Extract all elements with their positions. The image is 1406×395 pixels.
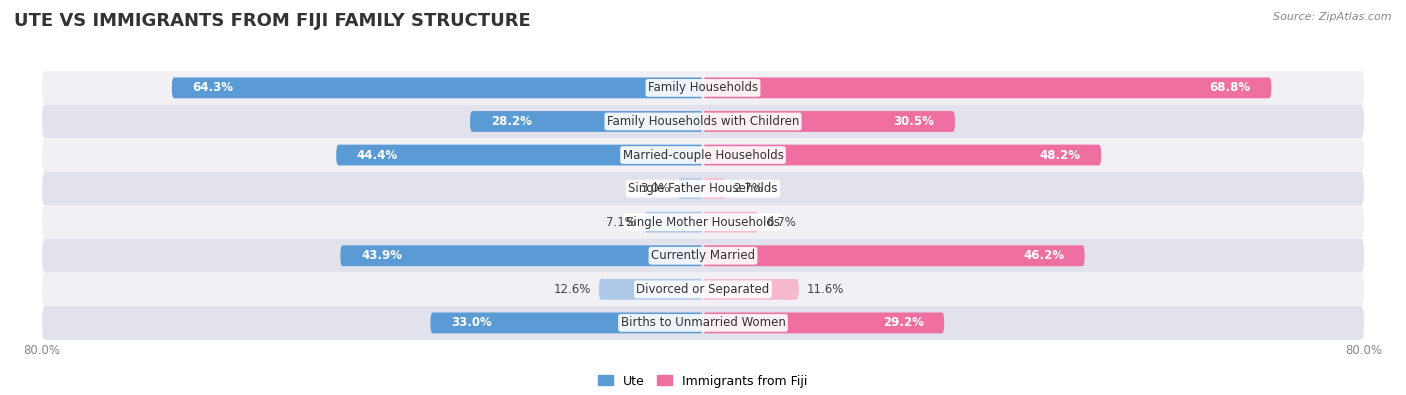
Text: 29.2%: 29.2% bbox=[883, 316, 924, 329]
Text: 6.7%: 6.7% bbox=[766, 216, 796, 229]
FancyBboxPatch shape bbox=[336, 145, 703, 166]
Text: UTE VS IMMIGRANTS FROM FIJI FAMILY STRUCTURE: UTE VS IMMIGRANTS FROM FIJI FAMILY STRUC… bbox=[14, 12, 531, 30]
FancyBboxPatch shape bbox=[42, 138, 1364, 172]
Text: Family Households: Family Households bbox=[648, 81, 758, 94]
Text: 12.6%: 12.6% bbox=[554, 283, 591, 296]
FancyBboxPatch shape bbox=[430, 312, 703, 333]
Text: Married-couple Households: Married-couple Households bbox=[623, 149, 783, 162]
FancyBboxPatch shape bbox=[42, 205, 1364, 239]
FancyBboxPatch shape bbox=[42, 71, 1364, 105]
Text: 33.0%: 33.0% bbox=[451, 316, 492, 329]
Text: Single Father Households: Single Father Households bbox=[628, 182, 778, 195]
Text: 7.1%: 7.1% bbox=[606, 216, 636, 229]
Text: 11.6%: 11.6% bbox=[807, 283, 845, 296]
FancyBboxPatch shape bbox=[42, 239, 1364, 273]
Text: 64.3%: 64.3% bbox=[193, 81, 233, 94]
FancyBboxPatch shape bbox=[703, 312, 945, 333]
FancyBboxPatch shape bbox=[644, 212, 703, 233]
FancyBboxPatch shape bbox=[703, 111, 955, 132]
Text: 3.0%: 3.0% bbox=[640, 182, 669, 195]
FancyBboxPatch shape bbox=[703, 212, 758, 233]
FancyBboxPatch shape bbox=[172, 77, 703, 98]
FancyBboxPatch shape bbox=[703, 178, 725, 199]
Text: 68.8%: 68.8% bbox=[1209, 81, 1251, 94]
FancyBboxPatch shape bbox=[42, 273, 1364, 306]
FancyBboxPatch shape bbox=[678, 178, 703, 199]
Legend: Ute, Immigrants from Fiji: Ute, Immigrants from Fiji bbox=[593, 370, 813, 393]
FancyBboxPatch shape bbox=[703, 245, 1084, 266]
Text: Births to Unmarried Women: Births to Unmarried Women bbox=[620, 316, 786, 329]
FancyBboxPatch shape bbox=[703, 145, 1101, 166]
FancyBboxPatch shape bbox=[340, 245, 703, 266]
FancyBboxPatch shape bbox=[470, 111, 703, 132]
Text: 28.2%: 28.2% bbox=[491, 115, 531, 128]
Text: 48.2%: 48.2% bbox=[1039, 149, 1080, 162]
Text: 30.5%: 30.5% bbox=[893, 115, 934, 128]
FancyBboxPatch shape bbox=[42, 105, 1364, 138]
Text: Single Mother Households: Single Mother Households bbox=[626, 216, 780, 229]
FancyBboxPatch shape bbox=[703, 279, 799, 300]
Text: Source: ZipAtlas.com: Source: ZipAtlas.com bbox=[1274, 12, 1392, 22]
Text: Currently Married: Currently Married bbox=[651, 249, 755, 262]
FancyBboxPatch shape bbox=[599, 279, 703, 300]
Text: 46.2%: 46.2% bbox=[1024, 249, 1064, 262]
FancyBboxPatch shape bbox=[42, 172, 1364, 205]
FancyBboxPatch shape bbox=[42, 306, 1364, 340]
Text: 2.7%: 2.7% bbox=[734, 182, 763, 195]
Text: 43.9%: 43.9% bbox=[361, 249, 402, 262]
Text: Divorced or Separated: Divorced or Separated bbox=[637, 283, 769, 296]
Text: Family Households with Children: Family Households with Children bbox=[607, 115, 799, 128]
Text: 44.4%: 44.4% bbox=[357, 149, 398, 162]
FancyBboxPatch shape bbox=[703, 77, 1271, 98]
